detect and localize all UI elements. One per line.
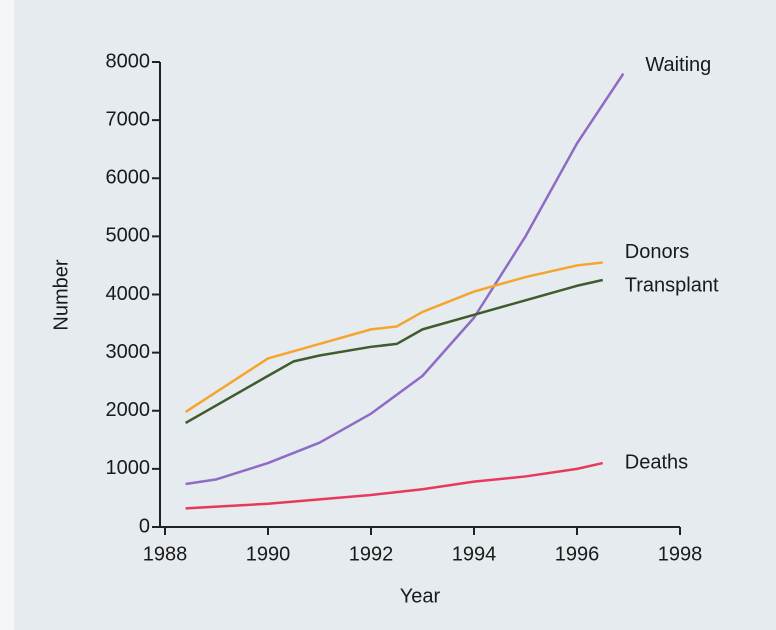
y-tick-label: 7000: [106, 108, 151, 130]
y-tick-label: 1000: [106, 457, 151, 479]
x-tick-label: 1994: [452, 543, 497, 565]
y-tick-label: 3000: [106, 341, 151, 363]
x-tick-label: 1990: [246, 543, 291, 565]
data-line: [184, 261, 603, 413]
x-tick-label: 1988: [143, 543, 188, 565]
page-edge: [0, 0, 14, 630]
y-tick-label: 6000: [106, 167, 151, 189]
y-tick-label: 2000: [106, 399, 151, 421]
data-line: [184, 278, 604, 425]
x-axis-label: Year: [400, 585, 441, 607]
y-tick-label: 8000: [106, 50, 151, 72]
x-tick-label: 1998: [658, 543, 703, 565]
y-axis-label: Number: [50, 259, 72, 330]
x-tick-label: 1996: [555, 543, 600, 565]
series-label: Deaths: [625, 451, 688, 473]
series-label: Donors: [625, 241, 689, 263]
data-line: [185, 72, 625, 486]
y-tick-label: 5000: [106, 225, 151, 247]
y-tick-label: 0: [139, 515, 150, 537]
series-label: Waiting: [645, 54, 711, 76]
x-tick-label: 1992: [349, 543, 394, 565]
data-line: [185, 461, 604, 510]
y-tick-label: 4000: [106, 283, 151, 305]
series-label: Transplant: [625, 274, 719, 296]
